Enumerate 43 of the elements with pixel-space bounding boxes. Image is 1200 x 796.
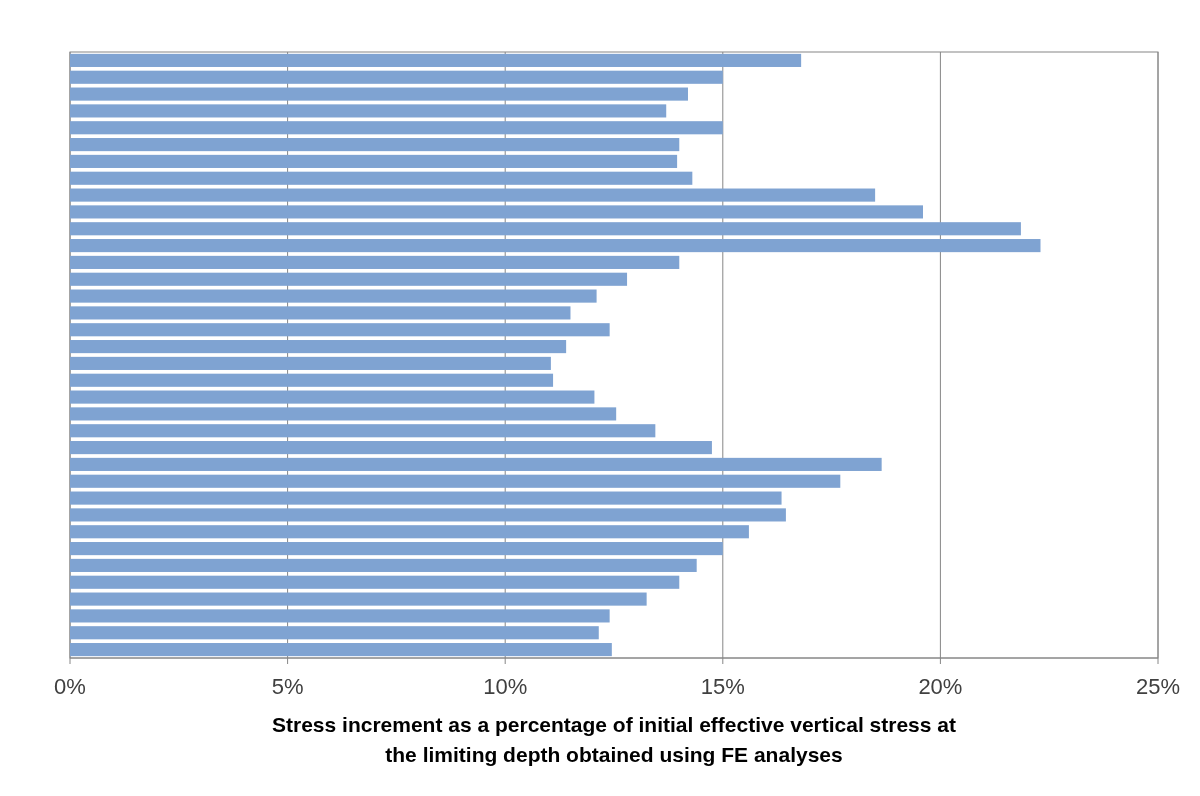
- bar: [70, 356, 551, 370]
- bar: [70, 138, 680, 152]
- bar: [70, 289, 597, 303]
- bar: [70, 272, 628, 286]
- x-tick-label: 0%: [54, 674, 86, 699]
- bar: [70, 104, 667, 118]
- bar: [70, 441, 712, 455]
- x-tick-label: 10%: [483, 674, 528, 699]
- bar: [70, 390, 595, 404]
- x-tick-label: 5%: [271, 674, 304, 699]
- bar: [70, 508, 786, 522]
- bar: [70, 340, 567, 354]
- bar: [70, 53, 802, 67]
- bar: [70, 643, 612, 657]
- x-tick-label: 20%: [918, 674, 963, 699]
- bar: [70, 373, 554, 387]
- bar: [70, 171, 693, 185]
- bar: [70, 626, 599, 640]
- bar: [70, 592, 647, 606]
- bar: [70, 205, 923, 219]
- bar: [70, 222, 1021, 236]
- bar: [70, 121, 723, 135]
- x-tick-label: 15%: [700, 674, 745, 699]
- bar: [70, 70, 723, 84]
- x-tick-label: 25%: [1135, 674, 1181, 699]
- bar: [70, 575, 680, 589]
- bar: [70, 407, 617, 421]
- bar: [70, 255, 680, 269]
- bar: [70, 474, 841, 488]
- x-axis-title: Stress increment as a percentage of initial effective vertical stress at the limiting depth obtained using FE analyses: [272, 713, 956, 766]
- bar: [70, 239, 1041, 253]
- bar: [70, 306, 571, 320]
- bar: [70, 491, 782, 505]
- bar: [70, 87, 688, 101]
- bar: [70, 457, 882, 471]
- bar: [70, 558, 697, 572]
- bar: [70, 188, 876, 202]
- bar: [70, 323, 610, 337]
- bar: [70, 609, 610, 623]
- bar: [70, 525, 749, 539]
- bar: [70, 542, 723, 556]
- bar: [70, 424, 656, 438]
- bar: [70, 154, 678, 168]
